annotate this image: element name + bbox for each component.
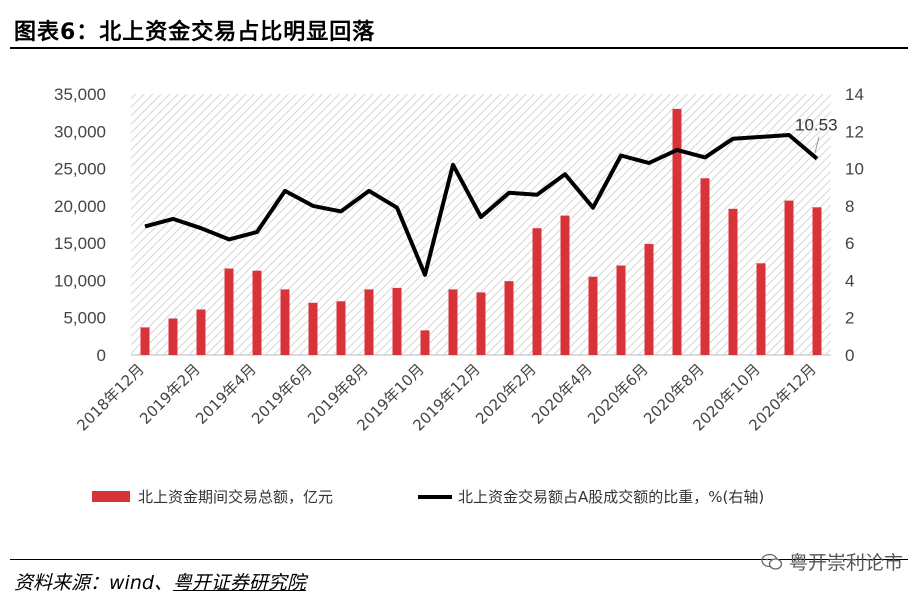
y-tick-label-right: 14 [845, 85, 864, 104]
bar [700, 178, 710, 355]
legend-label-line: 北上资金交易额占A股成交额的比重，%(右轴) [458, 488, 764, 506]
bar [504, 281, 514, 355]
series-line [144, 133, 819, 277]
source-note: 资料来源：wind、粤开证券研究院 [14, 568, 306, 595]
y-tick-label-left: 0 [97, 346, 106, 365]
bar [252, 270, 262, 355]
y-tick-label-left: 35,000 [54, 85, 106, 104]
bar [784, 200, 794, 355]
y-tick-label-right: 8 [845, 197, 854, 216]
chart: 0 5,000 10,000 15,000 20,000 25,000 30,000 35,0… [54, 85, 864, 506]
wechat-icon [761, 553, 783, 570]
bar [728, 208, 738, 355]
bar [672, 108, 682, 356]
title-divider [10, 47, 908, 49]
x-tick-label: 2018年12月 [73, 360, 147, 434]
watermark-text: 粤开崇利论市 [788, 552, 903, 574]
legend-label-bars: 北上资金期间交易总额，亿元 [138, 488, 333, 506]
source-prefix: 资料来源：wind、 [14, 572, 173, 594]
bar [140, 327, 150, 355]
bar [336, 301, 346, 355]
bar [196, 309, 206, 355]
bar [224, 268, 234, 355]
bar [756, 263, 766, 355]
annotation-leader [814, 136, 820, 153]
bar [448, 289, 458, 355]
y-tick-label-right: 2 [845, 309, 854, 328]
y-tick-label-right: 6 [845, 234, 854, 253]
bar [616, 265, 626, 355]
y-tick-label-right: 0 [845, 346, 854, 365]
y-tick-label-right: 10 [845, 160, 864, 179]
bar [392, 287, 402, 355]
bar [280, 289, 290, 355]
bar [532, 228, 542, 355]
bar [168, 318, 178, 355]
bar [364, 289, 374, 355]
y-tick-label-left: 15,000 [54, 234, 106, 253]
footer-divider [10, 559, 908, 560]
y-tick-label-right: 4 [845, 271, 854, 290]
y-tick-label-right: 12 [845, 122, 864, 141]
source-brand: 粤开证券研究院 [172, 572, 306, 594]
chart-title: 图表6：北上资金交易占比明显回落 [14, 20, 376, 45]
bar [560, 215, 570, 355]
watermark: 粤开崇利论市 [761, 548, 903, 575]
y-tick-label-left: 30,000 [54, 122, 106, 141]
bar [588, 276, 598, 355]
bar [476, 292, 486, 355]
y-tick-label-left: 20,000 [54, 197, 106, 216]
y-tick-label-left: 10,000 [54, 271, 106, 290]
y-tick-label-left: 5,000 [63, 309, 106, 328]
bar [308, 302, 318, 355]
data-label-last: 10.53 [795, 116, 838, 135]
bar [644, 243, 654, 355]
y-tick-label-left: 25,000 [54, 160, 106, 179]
legend-swatch-bars [92, 491, 130, 502]
bar [812, 207, 822, 355]
bar [420, 330, 430, 355]
